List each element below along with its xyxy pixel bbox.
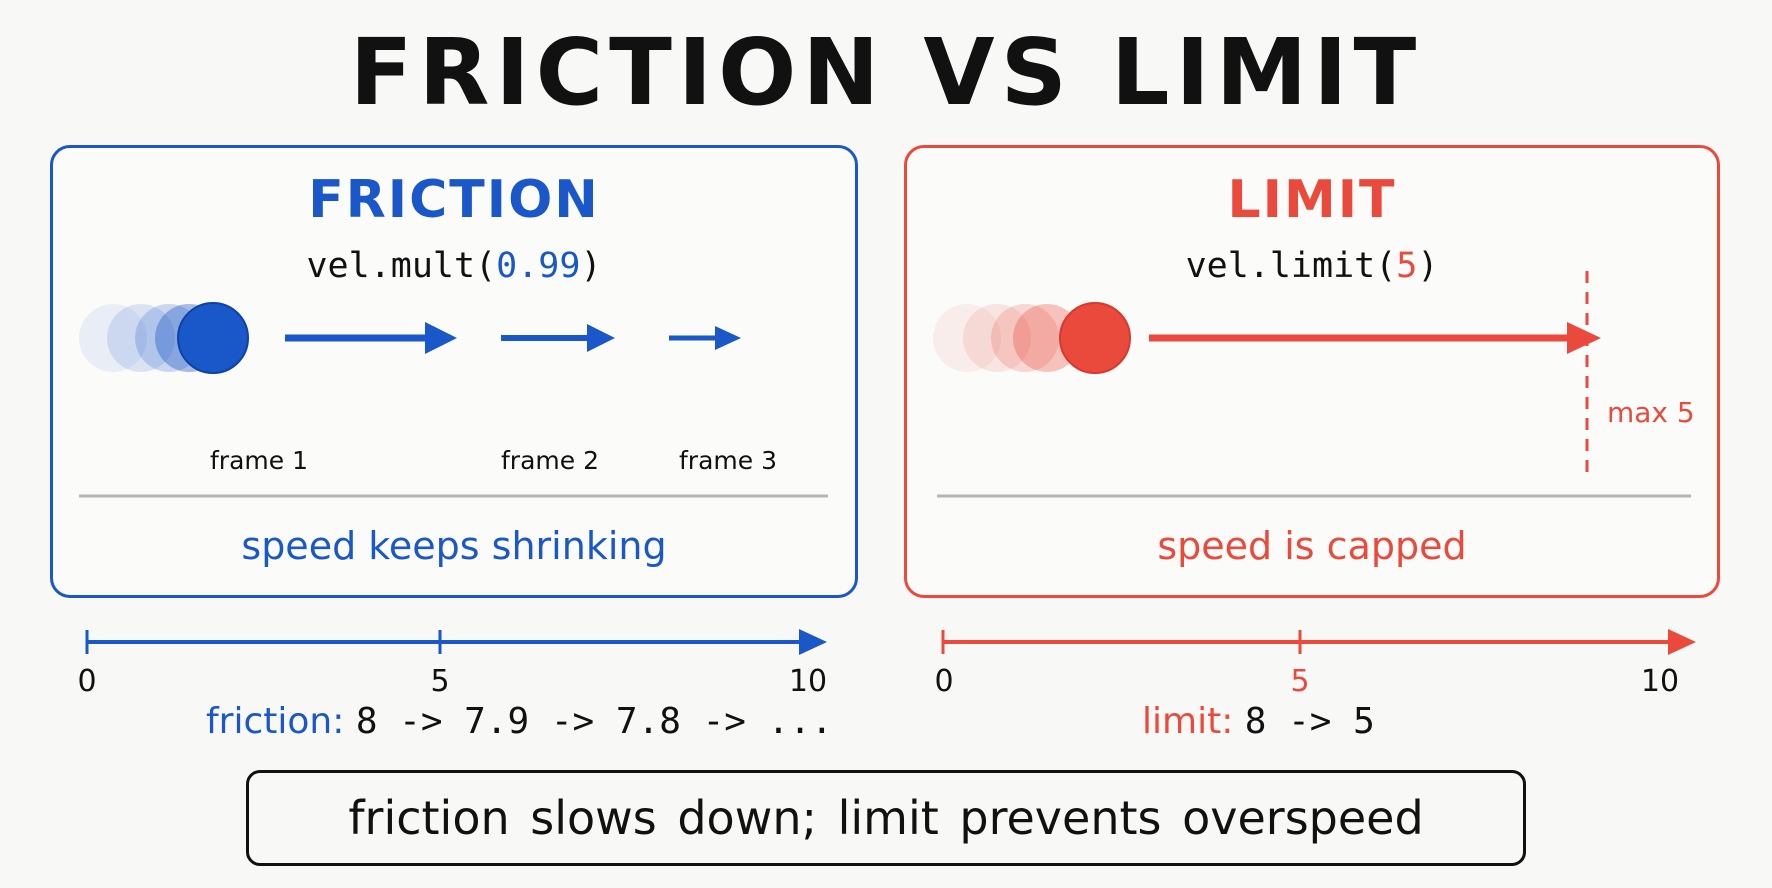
limit-scale-tick-label-5: 5 bbox=[1290, 664, 1310, 699]
friction-frame-label-1: frame 1 bbox=[210, 446, 308, 475]
friction-frame-label-3: frame 3 bbox=[679, 446, 777, 475]
limit-ghost-ball-2 bbox=[963, 304, 1031, 372]
limit-code-value: 5 bbox=[1396, 246, 1418, 286]
limit-sequence: limit: 8 -> 5 bbox=[1142, 700, 1375, 744]
friction-sequence: friction: 8 -> 7.9 -> 7.8 -> ... bbox=[206, 700, 833, 744]
friction-ball bbox=[177, 302, 249, 374]
limit-ball bbox=[1059, 302, 1131, 374]
limit-sequence-key: limit: bbox=[1142, 701, 1234, 742]
summary-box: friction slows down; limit prevents over… bbox=[246, 770, 1526, 866]
friction-ghost-ball-1 bbox=[79, 304, 147, 372]
friction-scale-tick-label-0: 0 bbox=[77, 664, 97, 699]
friction-scale-tick-label-10: 10 bbox=[788, 664, 828, 699]
limit-scale-tick-label-10: 10 bbox=[1640, 664, 1680, 699]
limit-ghost-ball-3 bbox=[991, 304, 1059, 372]
limit-panel: LIMIT vel.limit(5) max 5 speed is capped bbox=[904, 145, 1720, 598]
limit-scale-tick-label-0: 0 bbox=[934, 664, 954, 699]
page-title: FRICTION VS LIMIT bbox=[349, 19, 1423, 126]
friction-caption: speed keeps shrinking bbox=[241, 524, 667, 568]
friction-scale-tick-label-5: 5 bbox=[430, 664, 450, 699]
limit-max-label: max 5 bbox=[1607, 396, 1695, 429]
friction-code-value: 0.99 bbox=[496, 246, 581, 286]
friction-code-prefix: vel.mult( bbox=[306, 246, 497, 286]
limit-ghost-ball-1 bbox=[933, 304, 1001, 372]
friction-arrow-frame-1 bbox=[285, 322, 457, 354]
limit-code: vel.limit(5) bbox=[907, 244, 1717, 288]
friction-sequence-values: 8 -> 7.9 -> 7.8 -> ... bbox=[355, 701, 833, 742]
friction-panel-title: FRICTION bbox=[308, 170, 600, 230]
friction-scale-axis bbox=[85, 629, 827, 655]
limit-panel-title: LIMIT bbox=[1227, 170, 1397, 230]
friction-ghost-ball-2 bbox=[107, 304, 175, 372]
friction-arrow-frame-2 bbox=[501, 324, 615, 352]
friction-motion-diagram bbox=[79, 302, 828, 498]
friction-panel: FRICTION vel.mult(0.99) frame 1 frame 2 … bbox=[50, 145, 858, 598]
friction-code: vel.mult(0.99) bbox=[53, 244, 855, 288]
friction-arrow-frame-3 bbox=[669, 326, 741, 350]
friction-frame-label-2: frame 2 bbox=[501, 446, 599, 475]
limit-sequence-values: 8 -> 5 bbox=[1244, 701, 1375, 742]
limit-arrow bbox=[1149, 322, 1601, 354]
limit-code-prefix: vel.limit( bbox=[1185, 246, 1397, 286]
limit-code-suffix: ) bbox=[1417, 246, 1439, 286]
limit-caption: speed is capped bbox=[1157, 524, 1467, 568]
limit-scale-axis bbox=[941, 629, 1696, 655]
friction-sequence-key: friction: bbox=[206, 701, 345, 742]
friction-code-suffix: ) bbox=[580, 246, 602, 286]
limit-motion-diagram bbox=[933, 271, 1691, 498]
